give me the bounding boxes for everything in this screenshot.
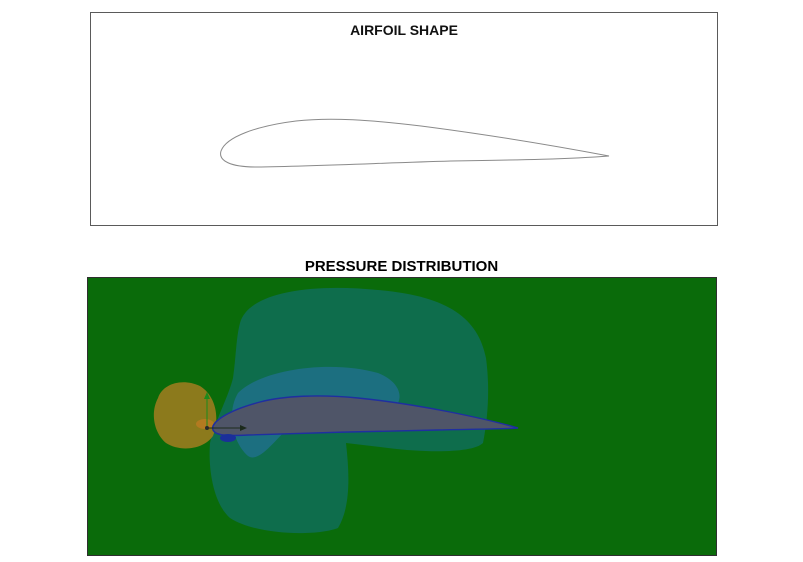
axis-origin-icon bbox=[205, 426, 209, 430]
airfoil-shape-title: AIRFOIL SHAPE bbox=[350, 22, 458, 38]
leading-edge-low-pressure bbox=[220, 434, 236, 442]
axis-y-arrow-icon bbox=[204, 392, 210, 399]
stagnation-core bbox=[196, 419, 214, 429]
airfoil-shape-canvas bbox=[220, 118, 610, 168]
pressure-distribution-panel bbox=[87, 277, 717, 556]
airfoil-outline bbox=[220, 118, 610, 168]
axis-x-arrow-icon bbox=[240, 425, 247, 431]
airfoil-body bbox=[212, 395, 519, 437]
airfoil-shape-panel: AIRFOIL SHAPE bbox=[90, 12, 718, 226]
pressure-distribution-title: PRESSURE DISTRIBUTION bbox=[304, 258, 499, 275]
axis-triad bbox=[204, 392, 247, 431]
pressure-field-canvas bbox=[88, 278, 716, 555]
stagnation-region bbox=[153, 382, 217, 449]
